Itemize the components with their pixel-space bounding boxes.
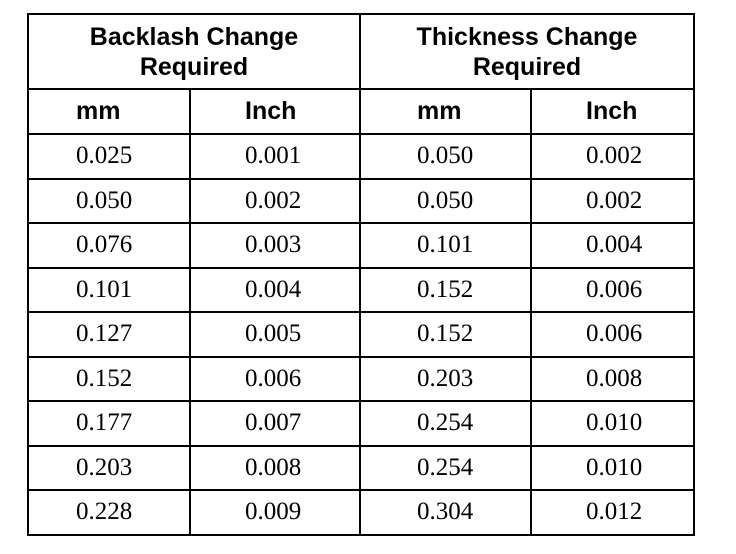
table-cell: 0.101: [359, 222, 532, 269]
table-cell: 0.004: [530, 222, 695, 269]
table-cell: 0.005: [189, 311, 361, 358]
table-row: 0.050 0.002 0.050 0.002: [27, 177, 695, 224]
table-cell: 0.001: [189, 133, 361, 180]
table-cell: 0.003: [189, 222, 361, 269]
table-cell: 0.304: [359, 489, 532, 536]
table-cell: 0.050: [27, 177, 191, 224]
column-header: Inch: [189, 88, 361, 135]
table-cell: 0.012: [530, 489, 695, 536]
table-cell: 0.006: [530, 266, 695, 313]
table-cell: 0.101: [27, 266, 191, 313]
table-cell: 0.152: [359, 311, 532, 358]
table-row: 0.076 0.003 0.101 0.004: [27, 222, 695, 269]
table-cell: 0.152: [359, 266, 532, 313]
column-header: Inch: [530, 88, 695, 135]
table-row: 0.203 0.008 0.254 0.010: [27, 444, 695, 491]
table-cell: 0.008: [189, 444, 361, 491]
column-header-row: mm Inch mm Inch: [27, 88, 695, 135]
table-row: 0.025 0.001 0.050 0.002: [27, 133, 695, 180]
table-row: 0.101 0.004 0.152 0.006: [27, 266, 695, 313]
table-cell: 0.177: [27, 400, 191, 447]
table-cell: 0.006: [189, 355, 361, 402]
group-header-text: Thickness Change Required: [416, 22, 638, 81]
table-body: 0.025 0.001 0.050 0.002 0.050 0.002 0.050 0.002…: [27, 133, 695, 536]
table-cell: 0.127: [27, 311, 191, 358]
group-header-row: Backlash Change Required Thickness Chang…: [27, 13, 695, 90]
table-cell: 0.254: [359, 444, 532, 491]
table-cell: 0.009: [189, 489, 361, 536]
table-row: 0.127 0.005 0.152 0.006: [27, 311, 695, 358]
table-cell: 0.010: [530, 400, 695, 447]
table-cell: 0.152: [27, 355, 191, 402]
table-cell: 0.008: [530, 355, 695, 402]
table-cell: 0.228: [27, 489, 191, 536]
table-cell: 0.025: [27, 133, 191, 180]
table-cell: 0.006: [530, 311, 695, 358]
group-header: Backlash Change Required: [27, 13, 361, 90]
table-row: 0.228 0.009 0.304 0.012: [27, 489, 695, 536]
table-cell: 0.254: [359, 400, 532, 447]
table-cell: 0.203: [359, 355, 532, 402]
group-header-text: Backlash Change Required: [89, 22, 299, 81]
table-row: 0.177 0.007 0.254 0.010: [27, 400, 695, 447]
table-cell: 0.010: [530, 444, 695, 491]
table-cell: 0.050: [359, 177, 532, 224]
table-cell: 0.002: [189, 177, 361, 224]
table-cell: 0.002: [530, 133, 695, 180]
table-cell: 0.007: [189, 400, 361, 447]
group-header: Thickness Change Required: [359, 13, 695, 90]
table-cell: 0.050: [359, 133, 532, 180]
table-cell: 0.004: [189, 266, 361, 313]
column-header: mm: [27, 88, 191, 135]
table-row: 0.152 0.006 0.203 0.008: [27, 355, 695, 402]
table-cell: 0.002: [530, 177, 695, 224]
data-table: Backlash Change Required Thickness Chang…: [27, 13, 695, 536]
table-cell: 0.076: [27, 222, 191, 269]
column-header: mm: [359, 88, 532, 135]
table-cell: 0.203: [27, 444, 191, 491]
